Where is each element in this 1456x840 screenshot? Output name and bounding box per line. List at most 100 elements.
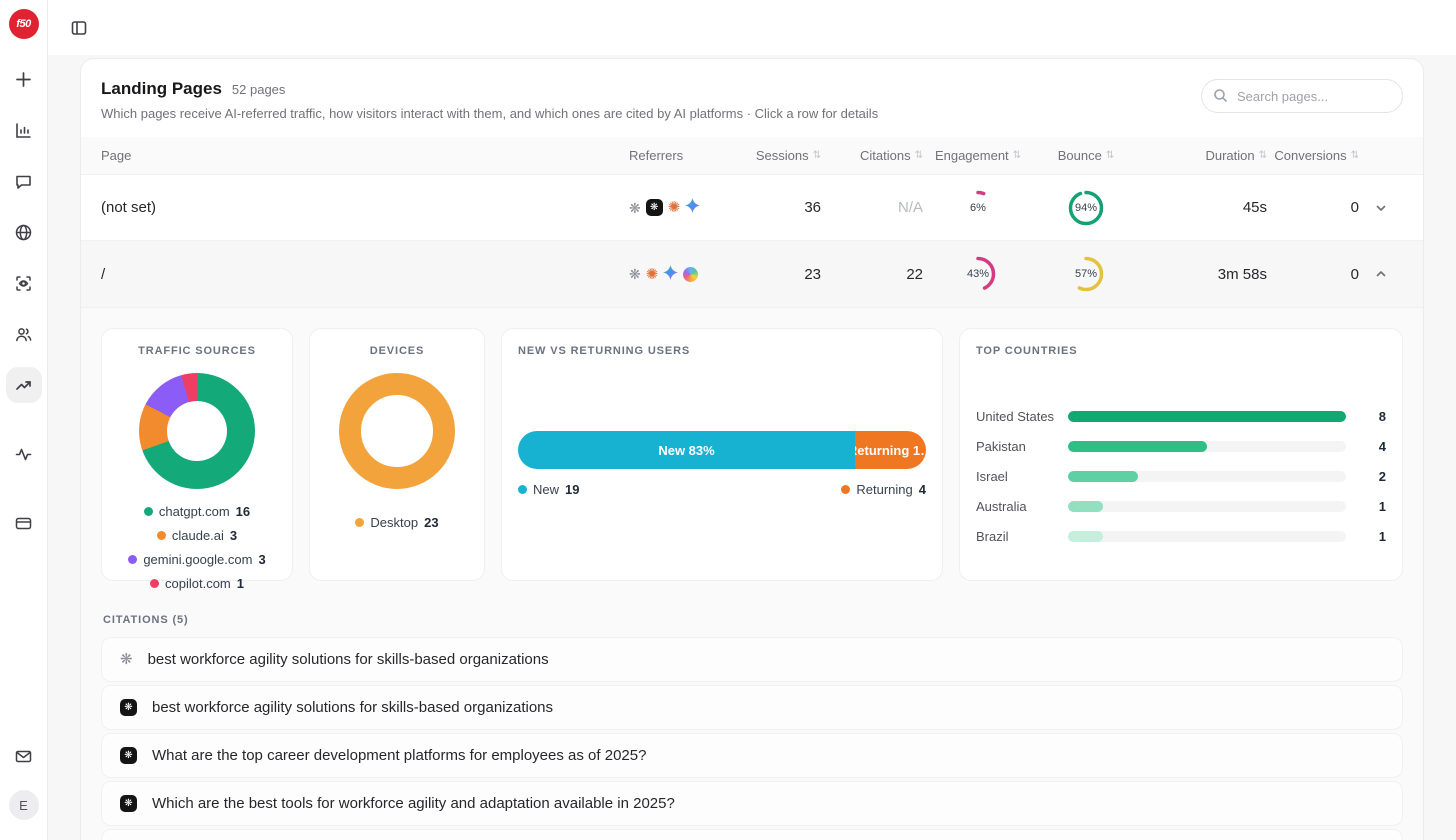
traffic-sources-legend: chatgpt.com 16 claude.ai 3 gemini.google.c… [118, 504, 276, 591]
citation-row[interactable]: ❋ Which are the best tools for workforce… [101, 781, 1403, 826]
chart-title: TRAFFIC SOURCES [138, 345, 256, 357]
users-icon[interactable] [6, 316, 42, 352]
citation-row[interactable] [101, 829, 1403, 840]
chatgpt-app-icon: ❋ [645, 199, 663, 216]
row-detail-panel: TRAFFIC SOURCES chatgpt.com 16 claude.ai 3… [81, 307, 1423, 840]
chart-title: TOP COUNTRIES [976, 345, 1078, 357]
page-cell: / [101, 265, 106, 283]
chart-title: NEW VS RETURNING USERS [518, 345, 691, 357]
globe-icon[interactable] [6, 214, 42, 250]
legend-item: Returning 4 [841, 482, 926, 497]
chart-title: DEVICES [369, 345, 425, 357]
citation-row[interactable]: ❋ best workforce agility solutions for s… [101, 685, 1403, 730]
chat-icon[interactable] [6, 163, 42, 199]
col-referrers[interactable]: Referrers [629, 148, 684, 163]
gemini-icon [685, 198, 701, 217]
chatgpt-icon: ❋ [629, 199, 641, 216]
chevron-up-icon[interactable] [1359, 267, 1403, 281]
plus-icon[interactable] [6, 61, 42, 97]
sidebar-bottom: E [6, 738, 42, 820]
topbar [48, 0, 1456, 55]
devices-donut [339, 373, 455, 489]
sidebar-nav [5, 61, 42, 541]
duration-value: 45s [1242, 199, 1267, 216]
engagement-ring: 6% [959, 189, 997, 227]
legend-item: chatgpt.com 16 [143, 504, 250, 519]
chatgpt-icon: ❋ [120, 651, 133, 668]
legend-dot [355, 518, 365, 527]
legend-dot [150, 579, 159, 588]
sessions-value: 36 [804, 199, 821, 216]
devices-legend: Desktop 23 [326, 515, 468, 530]
brand-logo[interactable]: f50 [8, 9, 39, 39]
sidebar: f50 E [0, 0, 48, 840]
claude-icon: ✺ [667, 199, 681, 216]
referrer-icons: ❋ ❋ ✺ [623, 198, 733, 217]
country-row: Brazil 1 [976, 529, 1386, 544]
sort-icon: ⇅ [914, 150, 923, 161]
bar-chart-icon[interactable] [6, 112, 42, 148]
col-citations[interactable]: Citations ⇅ [860, 148, 923, 163]
sort-icon: ⇅ [812, 150, 821, 161]
legend-dot [156, 531, 166, 540]
country-row: Pakistan 4 [976, 439, 1386, 454]
main-content: Landing Pages 52 pages Which pages recei… [48, 55, 1456, 840]
chatgpt-icon: ❋ [629, 266, 641, 282]
sort-icon: ⇅ [1105, 150, 1115, 161]
engagement-ring: 43% [959, 255, 997, 293]
landing-pages-card: Landing Pages 52 pages Which pages recei… [80, 58, 1424, 840]
legend-dot [518, 485, 527, 494]
col-page[interactable]: Page [101, 148, 132, 163]
trending-up-icon[interactable] [5, 367, 42, 403]
search-icon [1213, 88, 1228, 108]
search-box [1201, 79, 1403, 113]
col-bounce[interactable]: Bounce ⇅ [1057, 148, 1115, 163]
legend-item: claude.ai 3 [156, 528, 237, 543]
page-title: Landing Pages [101, 79, 222, 98]
table-header: Page Referrers Sessions ⇅ Citations ⇅ Enga… [81, 137, 1423, 175]
page-cell: (not set) [101, 199, 157, 216]
citation-text: What are the top career development plat… [152, 747, 647, 764]
new-vs-returning-card: NEW VS RETURNING USERS New 83% Returning… [501, 328, 943, 581]
returning-segment: Returning 1… [855, 431, 926, 469]
citation-row[interactable]: ❋ What are the top career development pl… [101, 733, 1403, 778]
new-vs-returning-bar: New 83% Returning 1… [518, 431, 926, 469]
table-row[interactable]: / ❋ ✺ 23 22 43% 57% 3m 58s 0 [81, 241, 1423, 307]
activity-icon[interactable] [6, 436, 42, 472]
legend-item: gemini.google.com 3 [128, 552, 266, 567]
traffic-sources-donut [139, 373, 255, 489]
traffic-sources-card: TRAFFIC SOURCES chatgpt.com 16 claude.ai 3… [101, 328, 293, 591]
panel-left-icon[interactable] [65, 14, 93, 42]
duration-value: 3m 58s [1217, 265, 1267, 283]
citations-value: 22 [906, 265, 923, 283]
chevron-down-icon[interactable] [1359, 201, 1403, 215]
citation-text: best workforce agility solutions for ski… [147, 651, 549, 668]
col-duration[interactable]: Duration ⇅ [1205, 148, 1267, 163]
user-avatar[interactable]: E [8, 790, 39, 820]
legend-dot [143, 507, 153, 516]
bounce-ring: 94% [1067, 189, 1105, 227]
devices-card: DEVICES Desktop 23 [309, 328, 485, 581]
new-segment: New 83% [518, 431, 856, 469]
table-row[interactable]: (not set) ❋ ❋ ✺ 36 N/A 6% 94% 45s 0 [81, 175, 1423, 241]
col-sessions[interactable]: Sessions ⇅ [755, 148, 821, 163]
legend-item: New 19 [518, 482, 579, 497]
legend-item: copilot.com 1 [150, 576, 244, 591]
bounce-ring: 57% [1067, 255, 1105, 293]
card-icon[interactable] [6, 505, 42, 541]
citation-row[interactable]: ❋ best workforce agility solutions for s… [101, 637, 1403, 682]
country-row: Israel 2 [976, 469, 1386, 484]
legend-dot [841, 485, 851, 494]
col-conversions[interactable]: Conversions ⇅ [1274, 148, 1359, 163]
col-engagement[interactable]: Engagement ⇅ [934, 148, 1022, 163]
scan-eye-icon[interactable] [6, 265, 42, 301]
citation-text: Which are the best tools for workforce a… [152, 795, 675, 812]
sort-icon: ⇅ [1258, 150, 1267, 161]
page-subtitle: Which pages receive AI-referred traffic,… [101, 106, 879, 121]
sort-icon: ⇅ [1350, 150, 1359, 161]
gemini-icon [663, 264, 679, 284]
mail-icon[interactable] [6, 738, 42, 774]
conversions-value: 0 [1350, 265, 1359, 283]
search-input[interactable] [1201, 79, 1403, 113]
citation-text: best workforce agility solutions for ski… [152, 699, 554, 716]
